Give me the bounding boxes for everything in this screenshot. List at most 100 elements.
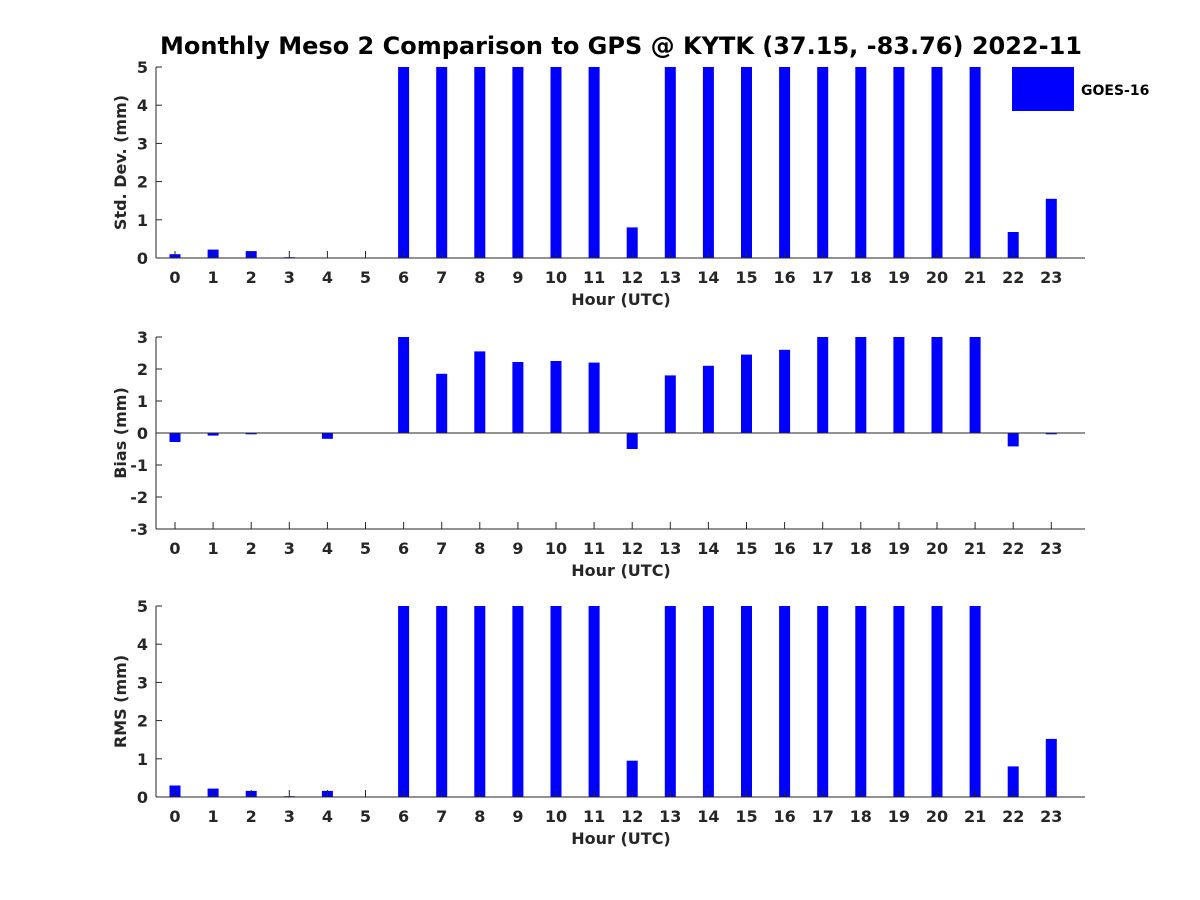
y-tick-label: 3 [137,328,148,347]
bar-p2-h12 [626,433,638,449]
bar-p2-h18 [855,337,867,433]
bar-p3-h15 [741,606,752,797]
bar-p2-h17 [817,337,829,433]
x-tick-label: 14 [697,268,719,287]
x-tick-label: 15 [735,807,757,826]
x-tick-label: 14 [697,539,719,558]
x-tick-label: 10 [545,268,567,287]
x-tick-label: 6 [398,807,409,826]
bar-p2-h21 [969,337,981,433]
x-tick-label: 22 [1002,539,1024,558]
x-tick-label: 19 [888,539,910,558]
x-tick-label: 23 [1040,268,1062,287]
x-tick-label: 7 [436,268,447,287]
x-tick-label: 17 [812,807,834,826]
bar-p3-h23 [1045,738,1057,797]
bar-p3-h8 [474,606,486,797]
x-tick-label: 5 [360,807,371,826]
x-tick-label: 9 [512,268,523,287]
x-tick-label: 19 [888,807,910,826]
x-tick-label: 8 [474,807,485,826]
bar-p2-h15 [741,354,752,433]
y-tick-label: -1 [130,456,148,475]
bar-p2-h0 [169,433,181,442]
x-tick-label: 13 [659,539,681,558]
x-tick-label: 19 [888,268,910,287]
bar-p2-h2 [245,433,257,435]
bar-p3-h20 [931,606,943,797]
x-tick-label: 5 [360,539,371,558]
y-tick-label: 3 [137,134,148,153]
bar-p1-h17 [817,67,829,258]
y-axis-label: Std. Dev. (mm) [111,95,130,230]
x-tick-label: 18 [850,268,872,287]
x-tick-label: 20 [926,539,948,558]
y-tick-label: 5 [137,597,148,616]
x-tick-label: 23 [1040,807,1062,826]
y-tick-label: 2 [137,173,148,192]
bar-p3-h22 [1007,766,1019,797]
x-tick-label: 10 [545,539,567,558]
bar-p2-h4 [321,433,333,439]
bar-p3-h16 [779,606,791,797]
x-tick-label: 22 [1002,268,1024,287]
x-tick-label: 1 [208,807,219,826]
x-tick-label: 3 [284,539,295,558]
bar-p2-h16 [779,349,791,433]
x-tick-label: 11 [583,268,605,287]
x-tick-label: 7 [436,807,447,826]
bar-p1-h14 [702,67,714,258]
x-tick-label: 1 [208,539,219,558]
y-tick-label: 1 [137,211,148,230]
x-tick-label: 2 [246,268,257,287]
bar-p2-h8 [474,351,486,433]
x-tick-label: 12 [621,539,643,558]
y-tick-label: 0 [137,788,148,807]
x-tick-label: 21 [964,807,986,826]
x-tick-label: 5 [360,268,371,287]
bar-p2-h13 [664,375,676,433]
bar-p2-h20 [931,337,943,433]
y-axis-label: RMS (mm) [111,655,130,748]
x-tick-label: 15 [735,539,757,558]
bar-p1-h21 [969,67,981,258]
bar-p2-h14 [702,365,714,433]
x-tick-label: 12 [621,268,643,287]
x-tick-label: 6 [398,539,409,558]
legend-label: GOES-16 [1081,83,1149,99]
bar-p1-h16 [779,67,791,258]
x-tick-label: 0 [169,268,180,287]
y-tick-label: 4 [137,96,148,115]
y-tick-label: 2 [137,360,148,379]
x-tick-label: 16 [773,807,795,826]
bar-p1-h6 [398,67,410,258]
bar-p1-h8 [474,67,486,258]
x-tick-label: 2 [246,539,257,558]
x-tick-label: 11 [583,539,605,558]
y-tick-label: 1 [137,392,148,411]
bar-p2-h7 [436,373,448,433]
x-tick-label: 16 [773,268,795,287]
x-tick-label: 3 [284,807,295,826]
x-tick-label: 20 [926,807,948,826]
bar-p2-h11 [588,362,600,433]
x-tick-label: 6 [398,268,409,287]
x-tick-label: 17 [812,268,834,287]
x-tick-label: 2 [246,807,257,826]
x-tick-label: 0 [169,539,180,558]
x-tick-label: 21 [964,539,986,558]
y-tick-label: 2 [137,712,148,731]
x-tick-label: 10 [545,807,567,826]
bar-p3-h6 [398,606,410,797]
bar-p3-h9 [512,606,524,797]
bar-p3-h11 [588,606,600,797]
y-tick-label: 4 [137,635,148,654]
bar-p1-h23 [1045,198,1057,258]
x-tick-label: 7 [436,539,447,558]
x-axis-label: Hour (UTC) [571,561,671,580]
x-tick-label: 11 [583,807,605,826]
x-tick-label: 17 [812,539,834,558]
